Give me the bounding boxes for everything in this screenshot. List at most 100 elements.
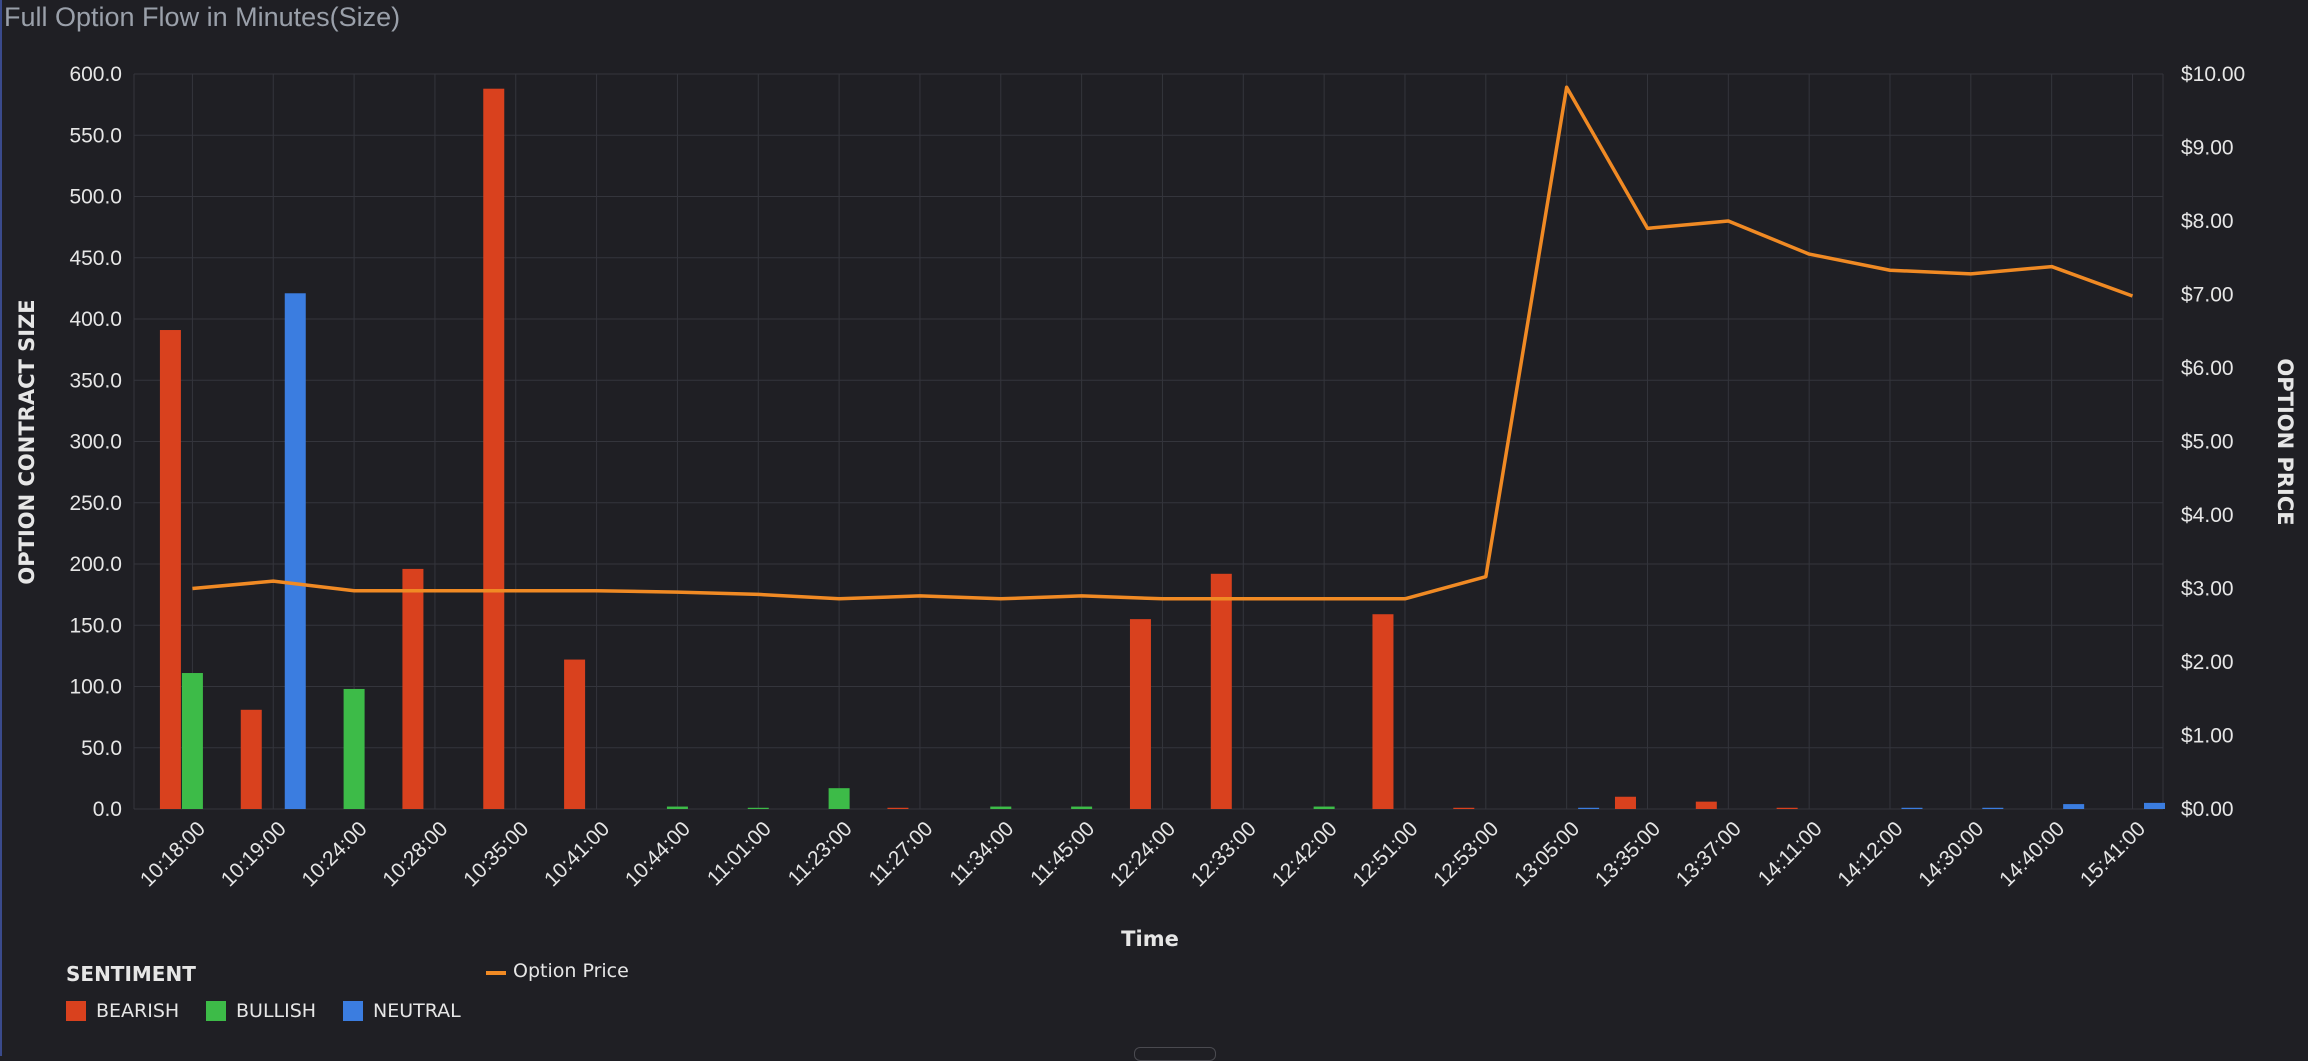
bar-bullish bbox=[343, 688, 365, 809]
bar-bullish bbox=[666, 806, 688, 809]
y-tick-label: 350.0 bbox=[69, 369, 122, 392]
y2-tick-label: $0.00 bbox=[2181, 798, 2234, 821]
y2-tick-label: $5.00 bbox=[2181, 431, 2234, 454]
legend-label-bearish: BEARISH bbox=[96, 1000, 180, 1022]
x-tick-label: 12:33:00 bbox=[1187, 817, 1261, 891]
y2-tick-label: $3.00 bbox=[2181, 578, 2234, 601]
x-tick-label: 10:19:00 bbox=[217, 817, 291, 891]
x-tick-label: 14:12:00 bbox=[1833, 817, 1907, 891]
bar-bearish bbox=[887, 807, 909, 809]
x-tick-label: 12:24:00 bbox=[1106, 817, 1180, 891]
x-tick-label: 10:41:00 bbox=[540, 817, 614, 891]
y2-tick-label: $2.00 bbox=[2181, 651, 2234, 674]
price-line-layer bbox=[192, 85, 2134, 601]
bar-bearish bbox=[1695, 801, 1717, 809]
x-tick-label: 11:27:00 bbox=[865, 817, 938, 890]
y-tick-label: 50.0 bbox=[81, 737, 122, 760]
y2-tick-label: $1.00 bbox=[2181, 725, 2234, 748]
x-tick-label: 14:30:00 bbox=[1914, 817, 1988, 891]
chart-title: Full Option Flow in Minutes(Size) bbox=[4, 2, 401, 32]
x-tick-label: 12:42:00 bbox=[1268, 817, 1342, 891]
x-tick-label: 11:01:00 bbox=[703, 817, 776, 890]
y2-tick-label: $6.00 bbox=[2181, 357, 2234, 380]
x-tick-label: 10:44:00 bbox=[621, 817, 695, 891]
x-tick-label: 12:51:00 bbox=[1348, 817, 1422, 891]
legend-heading: SENTIMENT bbox=[66, 962, 196, 986]
bar-neutral bbox=[1982, 807, 2004, 809]
bar-bearish bbox=[1776, 807, 1798, 809]
bar-bullish bbox=[990, 806, 1012, 809]
y2-tick-label: $4.00 bbox=[2181, 504, 2234, 527]
x-tick-label: 14:11:00 bbox=[1754, 817, 1827, 890]
y-tick-label: 0.0 bbox=[93, 798, 122, 821]
legend-label-neutral: NEUTRAL bbox=[373, 1000, 461, 1022]
y2-axis-title: OPTION PRICE bbox=[2273, 358, 2297, 525]
bar-bearish bbox=[1453, 807, 1475, 809]
bar-neutral bbox=[2063, 804, 2085, 809]
bar-bearish bbox=[1210, 573, 1232, 809]
x-tick-label: 13:05:00 bbox=[1510, 817, 1584, 891]
bar-bullish bbox=[181, 673, 203, 809]
y-tick-label: 550.0 bbox=[69, 124, 122, 147]
bars-layer bbox=[159, 88, 2165, 809]
legend-item-bearish[interactable]: BEARISH bbox=[66, 1000, 179, 1022]
x-tick-label: 11:23:00 bbox=[784, 817, 857, 890]
x-tick-label: 10:24:00 bbox=[298, 817, 372, 891]
y-axis-title: OPTION CONTRACT SIZE bbox=[15, 299, 39, 584]
left-axis-ticks: 0.0 50.0 100.0 150.0 200.0 250.0 300.0 350.0 400… bbox=[69, 63, 122, 821]
x-axis-title: Time bbox=[1121, 927, 1179, 951]
y2-tick-label: $9.00 bbox=[2181, 137, 2234, 160]
option-price-line bbox=[192, 85, 2134, 601]
y-tick-label: 300.0 bbox=[69, 431, 122, 454]
x-tick-label: 10:18:00 bbox=[136, 817, 210, 891]
x-tick-label: 10:35:00 bbox=[459, 817, 533, 891]
right-axis-ticks: $0.00 $1.00 $2.00 $3.00 $4.00 $5.00 $6.00 $7.00… bbox=[2181, 63, 2245, 821]
neutral-swatch bbox=[343, 1001, 363, 1021]
x-tick-label: 15:41:00 bbox=[2076, 817, 2150, 891]
bar-bearish bbox=[1372, 614, 1394, 809]
x-tick-label: 12:53:00 bbox=[1429, 817, 1503, 891]
y-tick-label: 250.0 bbox=[69, 492, 122, 515]
bar-bullish bbox=[828, 788, 850, 809]
legend-item-neutral[interactable]: NEUTRAL bbox=[343, 1000, 461, 1022]
bearish-swatch bbox=[66, 1001, 86, 1021]
y-tick-label: 200.0 bbox=[69, 553, 122, 576]
bar-bearish bbox=[240, 709, 262, 809]
x-tick-label: 13:35:00 bbox=[1591, 817, 1665, 891]
bullish-swatch bbox=[206, 1001, 226, 1021]
bar-neutral bbox=[2143, 802, 2165, 809]
bar-bearish bbox=[564, 659, 586, 809]
bar-bearish bbox=[1129, 619, 1151, 809]
legend-label-bullish: BULLISH bbox=[236, 1000, 317, 1022]
y2-tick-label: $8.00 bbox=[2181, 210, 2234, 233]
bar-bullish bbox=[1313, 806, 1335, 809]
y2-tick-label: $7.00 bbox=[2181, 284, 2234, 307]
bar-bullish bbox=[1071, 806, 1093, 809]
legend-item-bullish[interactable]: BULLISH bbox=[206, 1000, 316, 1022]
y-tick-label: 500.0 bbox=[69, 186, 122, 209]
bar-bearish bbox=[483, 88, 505, 809]
grid-lines bbox=[133, 73, 2164, 810]
bar-bullish bbox=[747, 807, 769, 809]
x-tick-label: 11:34:00 bbox=[945, 817, 1018, 890]
price-line-swatch bbox=[486, 971, 506, 975]
y-tick-label: 400.0 bbox=[69, 308, 122, 331]
bar-neutral bbox=[1901, 807, 1923, 809]
x-tick-label: 13:37:00 bbox=[1672, 817, 1746, 891]
bar-neutral bbox=[1578, 807, 1600, 809]
x-tick-label: 14:40:00 bbox=[1995, 817, 2069, 891]
scroll-handle[interactable] bbox=[1134, 1047, 1216, 1061]
y2-tick-label: $10.00 bbox=[2181, 63, 2245, 86]
y-tick-label: 150.0 bbox=[69, 614, 122, 637]
y-tick-label: 600.0 bbox=[69, 63, 122, 86]
x-tick-label: 10:28:00 bbox=[378, 817, 452, 891]
legend-label-option-price[interactable]: Option Price bbox=[513, 960, 629, 982]
y-tick-label: 100.0 bbox=[69, 676, 122, 699]
bar-bearish bbox=[1614, 796, 1636, 809]
bar-neutral bbox=[284, 293, 306, 809]
bar-bearish bbox=[159, 330, 181, 809]
bar-bearish bbox=[402, 568, 424, 809]
x-tick-label: 11:45:00 bbox=[1026, 817, 1099, 890]
